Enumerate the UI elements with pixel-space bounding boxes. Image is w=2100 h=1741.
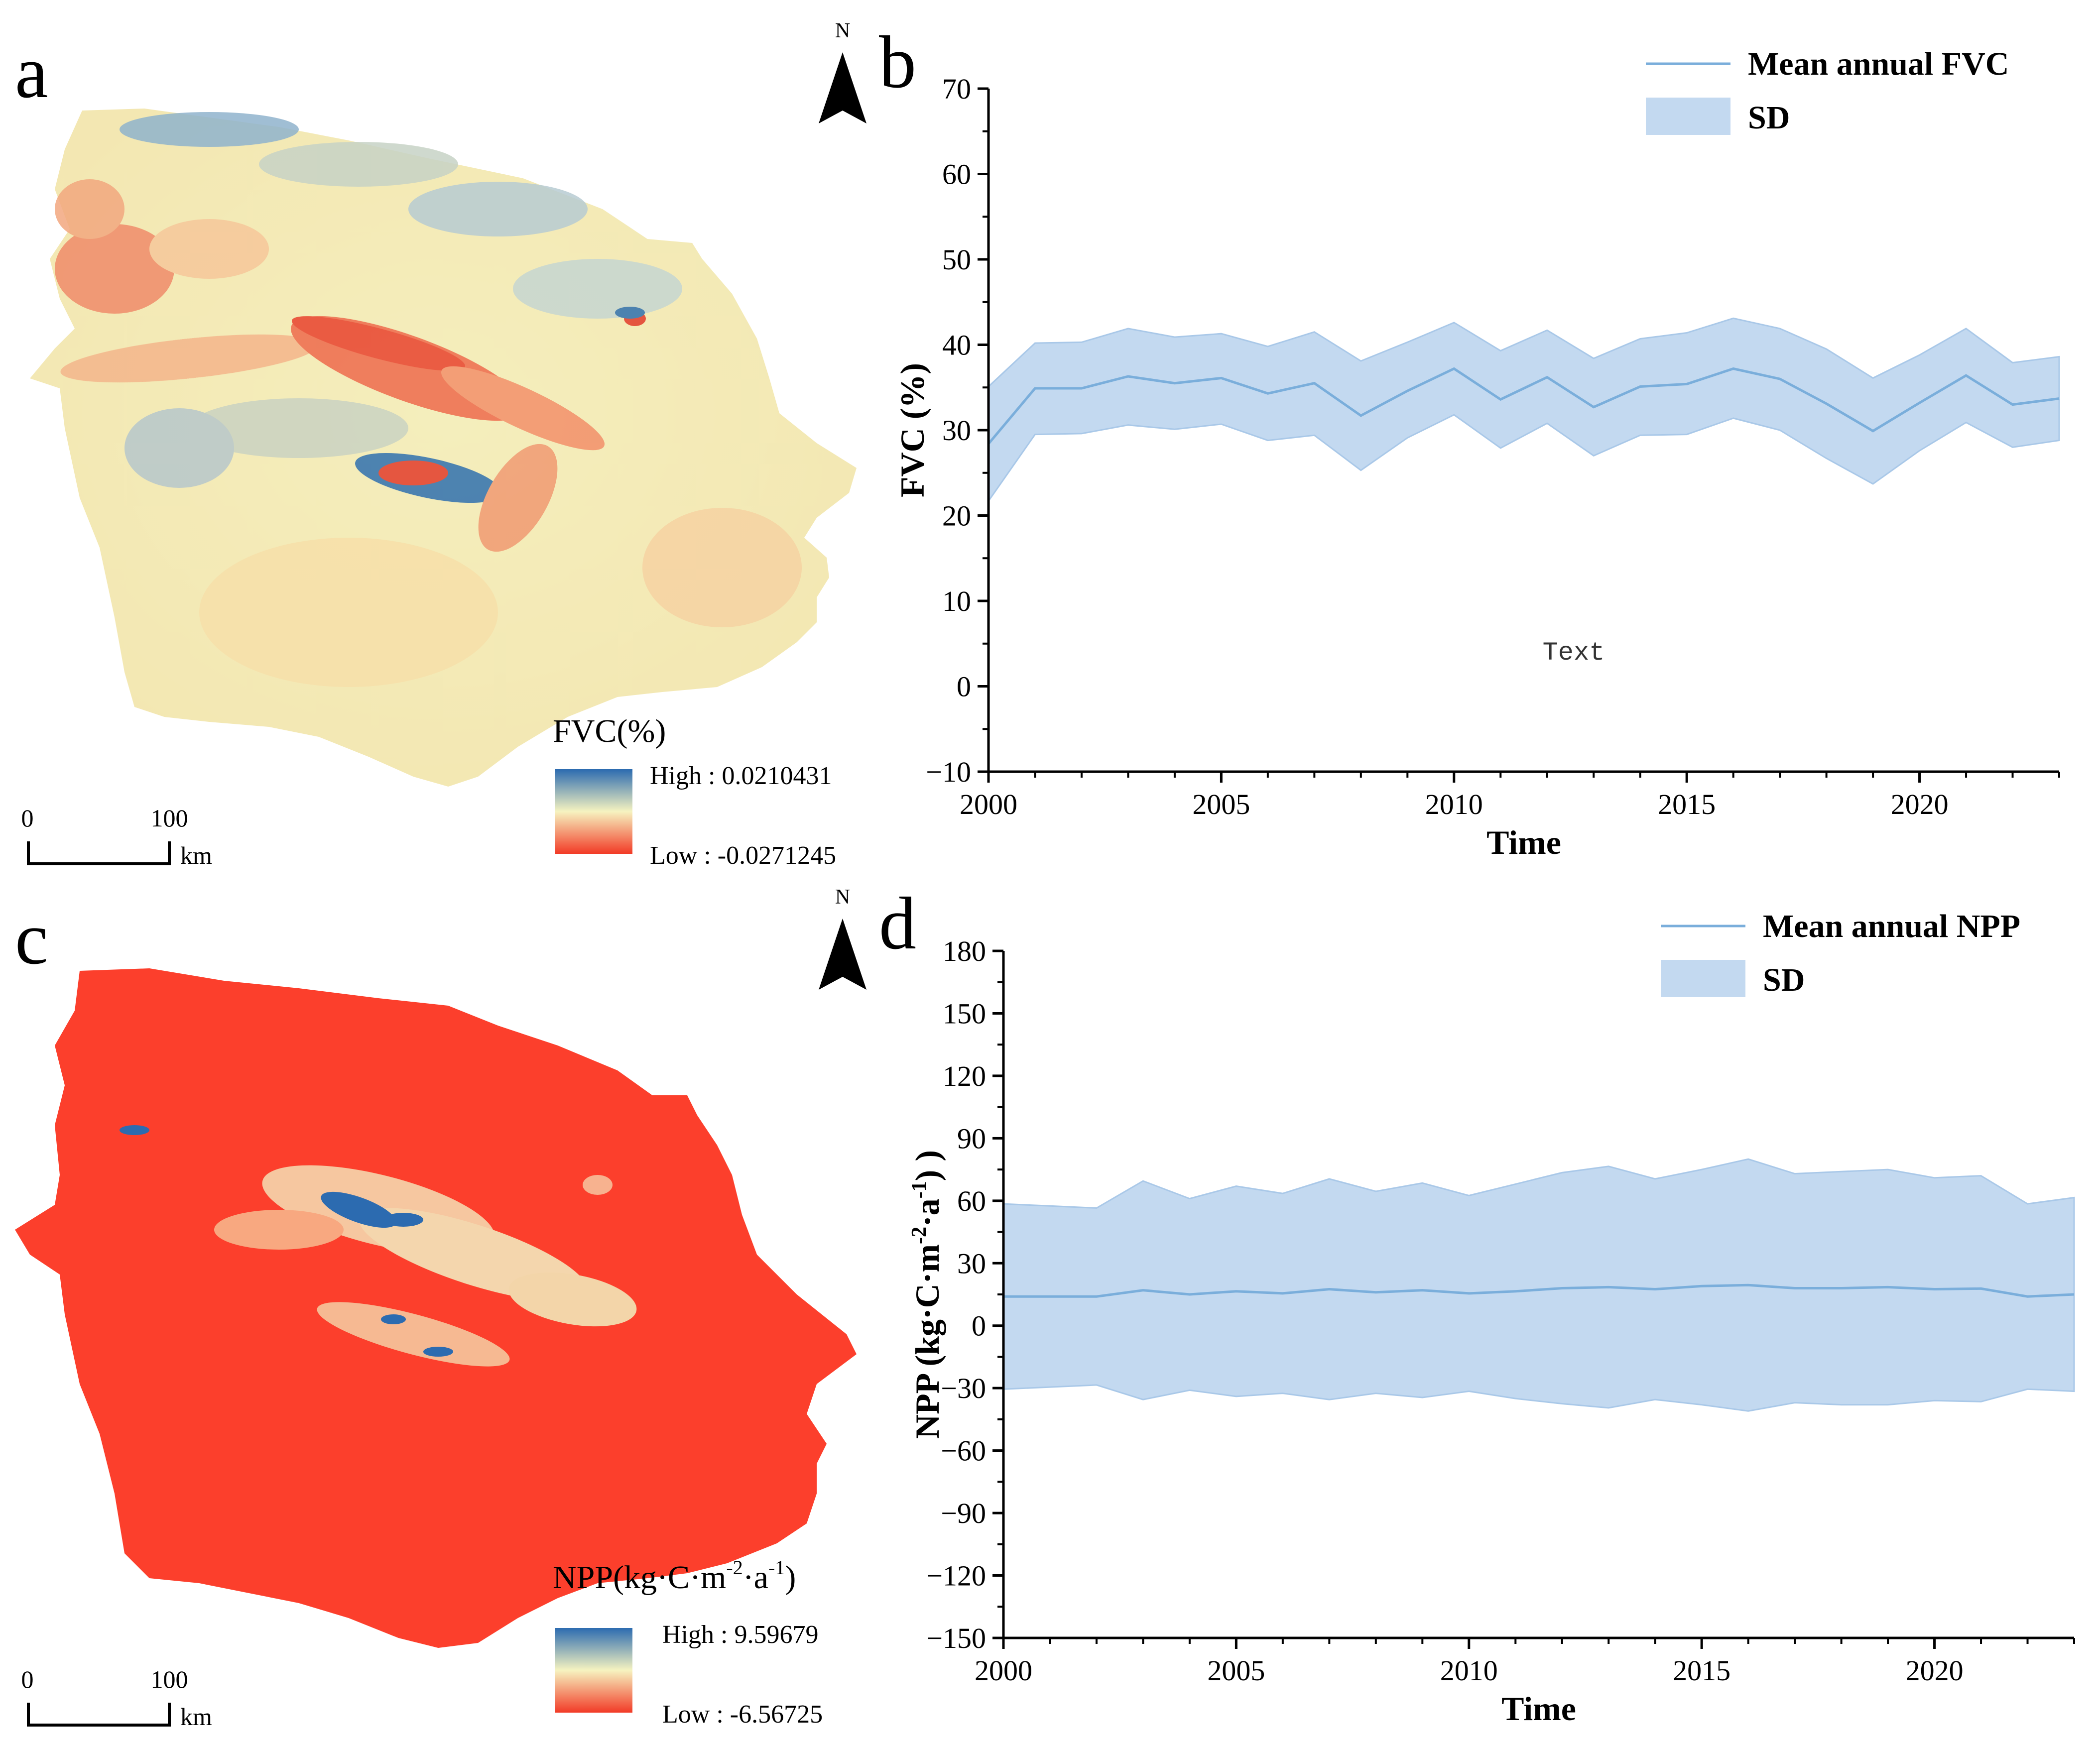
- panel-d: d −150 −120 −90 −60 −30 0 30 60 90 120 150 180 2000 2…: [879, 882, 2075, 1728]
- legend-band-swatch-b: [1646, 98, 1730, 135]
- y-tick-label-d: 30: [957, 1247, 986, 1279]
- scale-a-unit: km: [180, 841, 212, 869]
- y-tick-label-b: −10: [926, 756, 971, 788]
- npp-chart: −150 −120 −90 −60 −30 0 30 60 90 120 150 180 2000 200…: [908, 908, 2075, 1728]
- x-tick-label-b: 2020: [1891, 788, 1949, 820]
- panel-a-letter: a: [15, 31, 48, 114]
- legend-line-label-b: Mean annual FVC: [1748, 46, 2009, 82]
- y-tick-label-d: −120: [926, 1560, 986, 1592]
- x-tick-label-d: 2015: [1673, 1654, 1730, 1687]
- mean-line-b: [988, 367, 2060, 445]
- x-axis-title-b: Time: [1486, 823, 1561, 861]
- legend-a-low: Low : -0.0271245: [650, 841, 836, 870]
- y-tick-label-d: −60: [941, 1435, 986, 1467]
- legend-band-swatch-d: [1661, 960, 1745, 997]
- x-tick-label-d: 2000: [975, 1654, 1032, 1687]
- north-label-a: N: [835, 19, 850, 42]
- y-axis-title-d: NPP (kg·C·m-2·a-1) ): [908, 1150, 946, 1439]
- legend-c-high: High : 9.59679: [662, 1621, 818, 1649]
- y-tick-label-b: 40: [942, 329, 971, 361]
- y-axis-title-b: FVC (%): [893, 363, 931, 497]
- panel-a: a N: [15, 19, 866, 870]
- y-tick-label-b: 10: [942, 585, 971, 617]
- scale-a-zero: 0: [21, 804, 34, 832]
- y-tick-label-d: 60: [957, 1185, 986, 1217]
- x-axis-title-d: Time: [1501, 1690, 1576, 1728]
- scale-bar-c: 0 100 km: [21, 1665, 213, 1731]
- legend-a-ramp: [555, 769, 632, 854]
- north-arrow-a: N: [819, 19, 866, 123]
- legend-band-label-d: SD: [1763, 962, 1805, 998]
- y-tick-label-d: 0: [972, 1310, 986, 1342]
- scale-bar-a: 0 100 km: [21, 804, 213, 869]
- legend-line-label-d: Mean annual NPP: [1763, 908, 2020, 944]
- panel-c: c N NPP(kg·C·m-2·a-1) High : 9.59679 Low…: [15, 886, 866, 1731]
- y-tick-label-d: −30: [941, 1372, 986, 1404]
- x-tick-label-b: 2000: [960, 788, 1017, 820]
- y-tick-label-d: −90: [941, 1497, 986, 1529]
- legend-a-high: High : 0.0210431: [650, 762, 832, 790]
- x-tick-label-d: 2020: [1906, 1654, 1964, 1687]
- legend-c-low: Low : -6.56725: [662, 1700, 823, 1729]
- scale-a-hundred: 100: [151, 804, 188, 832]
- scale-c-zero: 0: [21, 1665, 34, 1693]
- scale-c-hundred: 100: [151, 1665, 188, 1693]
- panel-c-letter: c: [15, 897, 48, 980]
- scale-c-unit: km: [180, 1703, 212, 1731]
- sd-band-d: [1002, 1158, 2075, 1412]
- annotation-text-b: Text: [1543, 638, 1605, 668]
- legend-band-label-b: SD: [1748, 100, 1790, 136]
- x-tick-label-d: 2005: [1207, 1654, 1265, 1687]
- north-arrow-c: N: [819, 886, 866, 990]
- legend-c-title: NPP(kg·C·m-2·a-1): [553, 1556, 796, 1596]
- panel-d-letter: d: [879, 882, 916, 965]
- x-tick-label-b: 2010: [1425, 788, 1483, 820]
- y-tick-label-b: 30: [942, 414, 971, 447]
- legend-a-title: FVC(%): [553, 713, 666, 749]
- y-tick-label-d: −150: [926, 1622, 986, 1654]
- north-label-c: N: [835, 886, 850, 909]
- y-tick-label-b: 70: [942, 73, 971, 105]
- y-tick-label-b: 20: [942, 500, 971, 532]
- legend-c-ramp: [555, 1628, 632, 1713]
- y-tick-label-b: 0: [957, 671, 971, 703]
- sd-band-b: [988, 317, 2060, 504]
- x-tick-label-b: 2005: [1192, 788, 1250, 820]
- y-tick-label-b: 50: [942, 243, 971, 276]
- y-tick-label-b: 60: [942, 158, 971, 191]
- fvc-map-texture: [55, 112, 802, 687]
- x-tick-label-b: 2015: [1658, 788, 1716, 820]
- y-tick-label-d: 180: [943, 935, 986, 967]
- fvc-chart: −10 0 10 20 30 40 50 60 70 2000 2005 2010 2015 2020 Ti…: [893, 46, 2060, 861]
- y-tick-label-d: 150: [943, 997, 986, 1030]
- npp-map-texture: [120, 1125, 637, 1367]
- mean-line-d: [1003, 1283, 2075, 1298]
- npp-region-map: [15, 968, 857, 1648]
- x-tick-label-d: 2010: [1440, 1654, 1498, 1687]
- y-tick-label-d: 120: [943, 1060, 986, 1092]
- panel-b: b −10 0 10 20 30 40 50 60 70 2000 2005 2010 2015 2020…: [879, 21, 2060, 861]
- panel-b-letter: b: [879, 21, 916, 104]
- y-tick-label-d: 90: [957, 1122, 986, 1155]
